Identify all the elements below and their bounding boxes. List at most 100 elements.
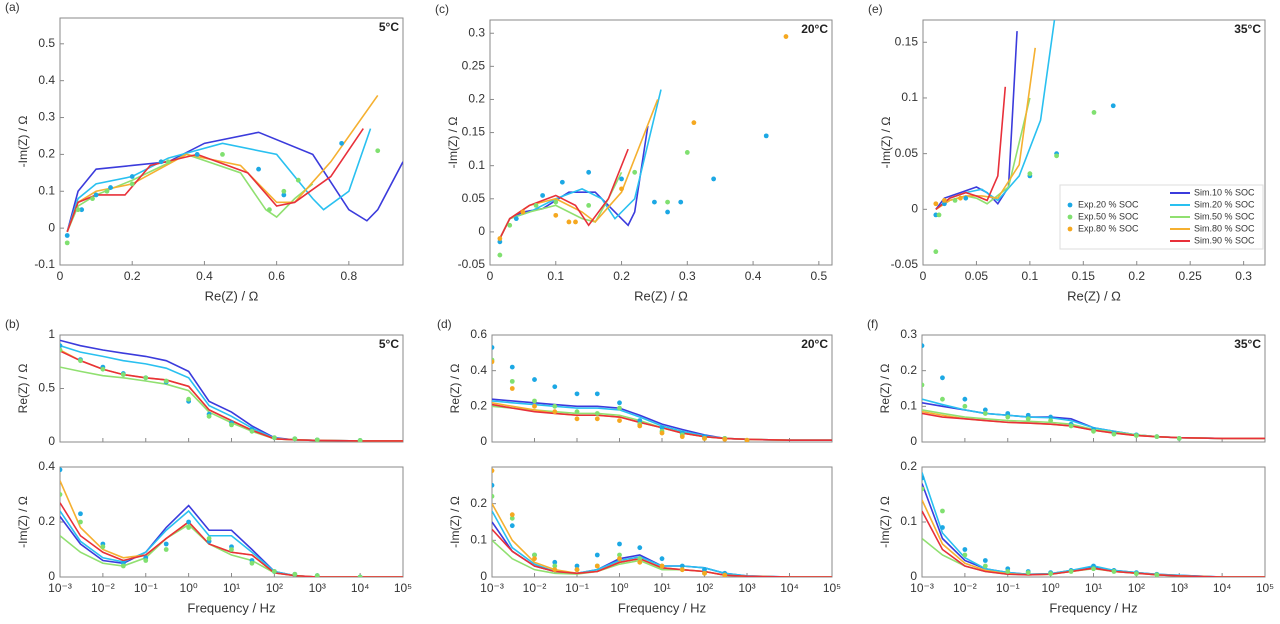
exp-point: [617, 541, 622, 547]
legend-label: Exp.50 % SOC: [1078, 211, 1139, 221]
exp-point: [594, 391, 600, 397]
exp-point: [962, 396, 968, 402]
exp-point: [492, 359, 495, 365]
y-tick-label: 0.15: [462, 125, 486, 139]
exp-point: [574, 416, 580, 422]
exp-point: [722, 436, 728, 442]
exp-point: [1154, 434, 1160, 440]
exp-point: [1111, 569, 1117, 574]
exp-point: [158, 159, 164, 165]
exp-point: [962, 547, 968, 552]
plot-frame: [921, 334, 1266, 443]
x-tick-label: 10⁻³: [48, 581, 72, 595]
y-axis-label: Re(Z) / Ω: [16, 364, 30, 414]
y-tick-label: -0.1: [34, 257, 55, 271]
x-tick-label: 10¹: [653, 581, 670, 595]
exp-point: [552, 409, 558, 415]
exp-point: [702, 436, 707, 441]
y-tick-label: 0.05: [895, 146, 919, 160]
y-tick-label: 0.05: [462, 191, 486, 205]
temperature-label: 20°C: [801, 22, 828, 36]
series-layer: [60, 339, 403, 442]
y-tick-label: 0.5: [38, 381, 55, 395]
exp-point: [229, 422, 234, 428]
exp-point: [678, 199, 684, 205]
exp-point: [143, 375, 149, 381]
exp-point: [632, 169, 638, 175]
exp-point: [940, 396, 945, 402]
exp-point: [163, 378, 169, 384]
y-tick-label: 0.3: [468, 25, 485, 39]
x-tick-label: 0.2: [613, 269, 630, 283]
x-tick-label: 0.15: [1072, 269, 1096, 283]
exp-point: [553, 199, 559, 205]
exp-point: [532, 377, 537, 382]
exp-point: [552, 563, 558, 569]
sim-line: [60, 504, 403, 577]
exp-point: [659, 430, 665, 436]
exp-point: [186, 396, 192, 402]
series-layer: [492, 345, 832, 442]
exp-point: [963, 195, 969, 201]
legend: Sim.10 % SOC Sim.20 % SOC Sim.50 % SOC Sim.…: [1059, 184, 1264, 250]
temperature-label: 35°C: [1234, 22, 1261, 36]
y-tick-label: 0: [48, 569, 55, 583]
y-axis-label: -Im(Z) / Ω: [16, 116, 30, 168]
exp-point: [1068, 569, 1074, 574]
exp-point: [497, 252, 503, 258]
y-axis-label: -Im(Z) / Ω: [879, 117, 893, 169]
exp-point: [507, 222, 513, 228]
sim-line: [499, 125, 649, 239]
exp-point: [962, 552, 968, 558]
panel-label: (e): [868, 2, 883, 16]
exp-point: [586, 169, 592, 175]
exp-point: [702, 570, 707, 576]
sim-line: [60, 366, 403, 442]
exp-point: [637, 559, 643, 565]
y-tick-label: 0.2: [470, 399, 487, 413]
panel-label: (f): [867, 317, 878, 331]
exp-point: [1176, 436, 1182, 441]
exp-point: [295, 177, 301, 183]
panel-label: (d): [437, 317, 452, 331]
legend-label: Sim.80 % SOC: [1194, 223, 1255, 233]
exp-point: [497, 239, 503, 245]
exp-point: [532, 398, 537, 404]
y-tick-label: 0: [480, 434, 487, 448]
x-tick-label: 0.25: [1179, 269, 1203, 283]
exp-point: [982, 411, 988, 416]
exp-point: [186, 519, 192, 525]
exp-point: [520, 209, 526, 215]
exp-point: [574, 567, 580, 573]
y-tick-label: 0.2: [38, 514, 55, 528]
legend-label: Sim.90 % SOC: [1194, 235, 1255, 245]
exp-point: [637, 418, 643, 423]
exp-point: [129, 181, 135, 187]
legend-label: Exp.20 % SOC: [1078, 199, 1139, 209]
exp-point: [163, 541, 169, 547]
exp-point: [783, 34, 789, 39]
y-tick-label: 0: [911, 201, 918, 215]
plot-frame: [922, 19, 1266, 266]
exp-point: [281, 192, 287, 198]
exp-point: [940, 375, 945, 381]
exp-point: [1091, 428, 1096, 434]
exp-point: [1025, 570, 1031, 575]
y-tick-label: 0.4: [38, 73, 55, 87]
exp-point: [1027, 171, 1033, 177]
y-tick-label: 0.1: [470, 533, 487, 547]
x-tick-label: 0: [920, 269, 927, 283]
exp-point: [314, 437, 320, 442]
exp-point: [1091, 110, 1097, 115]
exp-point: [100, 366, 106, 372]
exp-point: [958, 195, 963, 201]
exp-point: [509, 386, 515, 391]
exp-point: [78, 511, 83, 517]
sim-line: [922, 472, 1265, 577]
exp-point: [100, 544, 106, 550]
x-tick-label: 10⁴: [780, 581, 799, 595]
exp-point: [1048, 571, 1054, 577]
exp-point: [691, 120, 697, 126]
x-tick-label: 10⁻²: [953, 581, 977, 595]
